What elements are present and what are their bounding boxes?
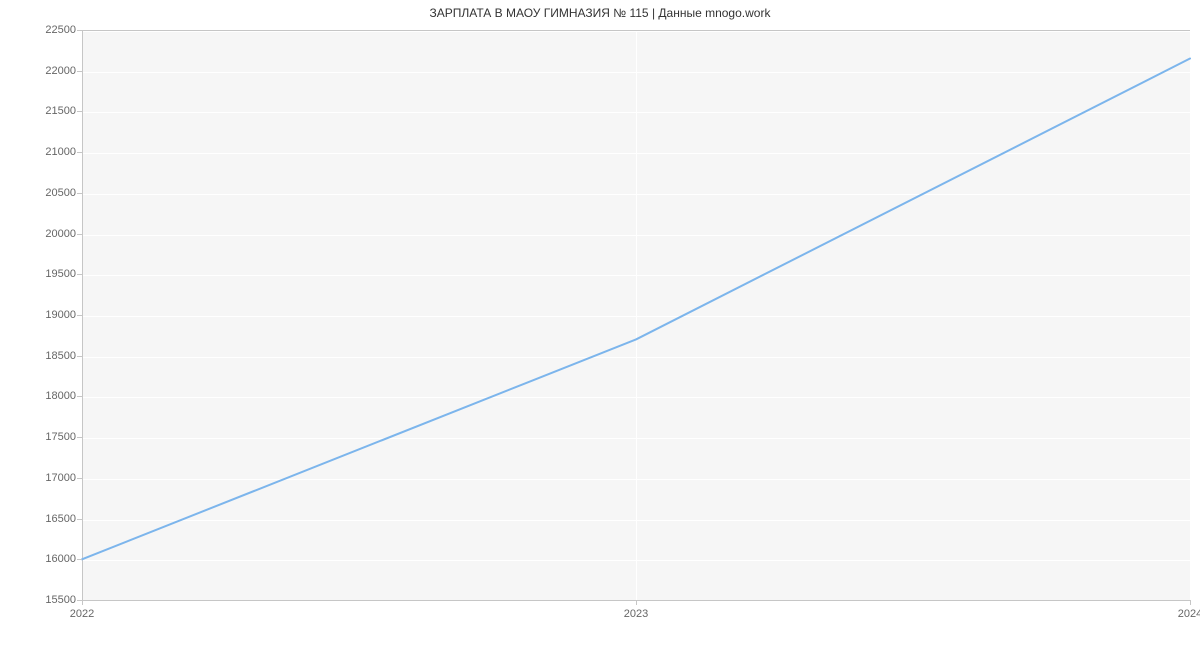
x-tick [1190, 600, 1191, 605]
y-tick [77, 437, 82, 438]
x-tick-label: 2022 [70, 608, 94, 620]
y-tick [77, 152, 82, 153]
y-tick [77, 559, 82, 560]
y-tick [77, 274, 82, 275]
y-tick [77, 193, 82, 194]
y-tick [77, 315, 82, 316]
y-tick-label: 19000 [45, 309, 76, 321]
y-tick-label: 16000 [45, 553, 76, 565]
x-tick-label: 2024 [1178, 608, 1200, 620]
x-tick-label: 2023 [624, 608, 648, 620]
y-tick-label: 20500 [45, 187, 76, 199]
y-tick-label: 18000 [45, 390, 76, 402]
y-tick [77, 30, 82, 31]
y-tick [77, 234, 82, 235]
y-tick-label: 21500 [45, 105, 76, 117]
y-tick-label: 20000 [45, 228, 76, 240]
y-tick [77, 356, 82, 357]
line-series [82, 30, 1190, 600]
y-tick [77, 396, 82, 397]
grid-line-v [1190, 31, 1191, 600]
y-tick-label: 16500 [45, 513, 76, 525]
y-tick-label: 21000 [45, 146, 76, 158]
y-tick-label: 22500 [45, 24, 76, 36]
y-tick [77, 519, 82, 520]
y-tick-label: 17500 [45, 431, 76, 443]
chart-title: ЗАРПЛАТА В МАОУ ГИМНАЗИЯ № 115 | Данные … [0, 6, 1200, 20]
y-tick-label: 19500 [45, 268, 76, 280]
y-tick-label: 18500 [45, 350, 76, 362]
y-tick-label: 17000 [45, 472, 76, 484]
x-tick [636, 600, 637, 605]
y-tick [77, 71, 82, 72]
y-tick-label: 22000 [45, 65, 76, 77]
y-tick [77, 478, 82, 479]
y-tick [77, 111, 82, 112]
y-tick-label: 15500 [45, 594, 76, 606]
x-tick [82, 600, 83, 605]
